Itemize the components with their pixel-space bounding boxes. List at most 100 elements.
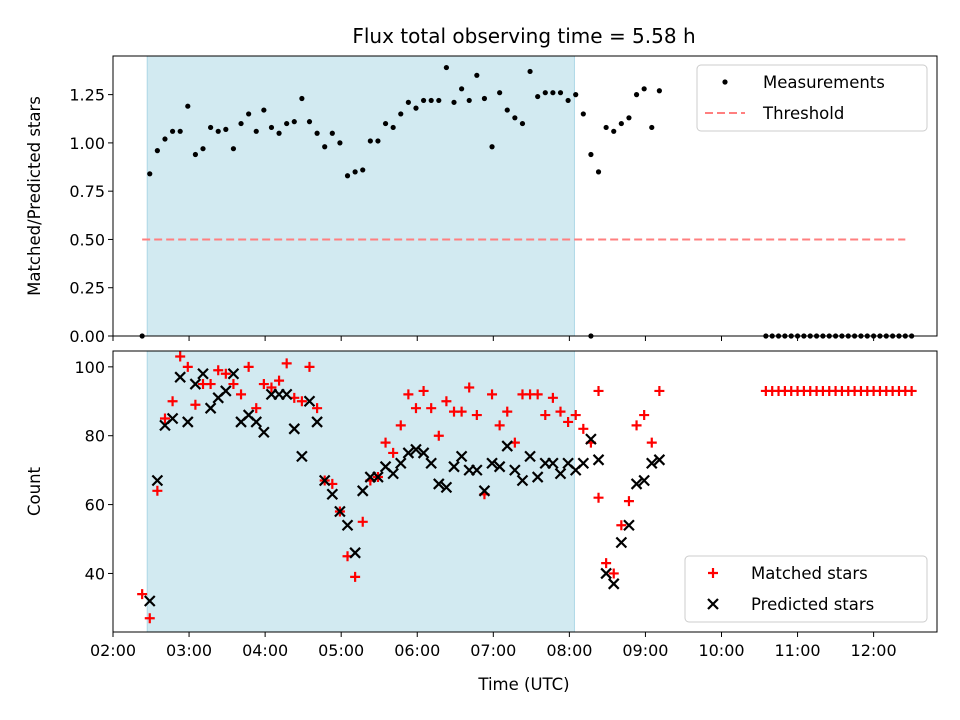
data-point <box>182 416 194 428</box>
data-point <box>509 464 521 476</box>
data-point <box>200 146 206 152</box>
data-point <box>280 388 293 401</box>
data-point <box>167 396 178 407</box>
data-point <box>494 420 505 431</box>
data-point <box>557 90 564 96</box>
chart-title: Flux total observing time = 5.58 h <box>352 24 695 48</box>
data-point <box>493 460 506 473</box>
data-point <box>563 416 574 427</box>
data-point <box>190 399 201 410</box>
data-point <box>410 403 421 414</box>
data-point <box>626 115 632 121</box>
legend-box <box>684 555 928 623</box>
y-tick-label: 0.00 <box>69 327 105 346</box>
data-point <box>169 128 176 134</box>
data-point <box>185 103 191 109</box>
data-point <box>159 413 170 424</box>
data-point <box>318 474 331 487</box>
y-tick-label: 0.50 <box>69 230 105 249</box>
data-point <box>314 130 320 136</box>
data-point <box>205 379 216 390</box>
data-point <box>474 72 480 78</box>
data-point <box>182 361 193 372</box>
data-point <box>228 379 239 390</box>
data-point <box>274 375 285 386</box>
data-point <box>448 460 460 473</box>
data-point <box>388 447 399 458</box>
data-point <box>238 120 244 127</box>
data-point <box>352 169 358 175</box>
data-point <box>654 385 665 396</box>
data-point <box>220 368 231 379</box>
x-tick-label: 09:00 <box>622 641 668 660</box>
data-point <box>311 416 323 428</box>
data-point <box>527 68 533 75</box>
data-point <box>246 111 252 117</box>
data-point <box>580 111 586 117</box>
data-point <box>573 92 579 98</box>
data-point <box>326 488 339 501</box>
legend: Matched stars Predicted stars <box>684 555 928 623</box>
y-tick-label: 100 <box>74 358 105 377</box>
legend-box <box>696 64 928 132</box>
data-point <box>433 478 445 490</box>
data-point <box>395 420 406 431</box>
data-point <box>487 389 498 400</box>
data-point <box>413 105 419 111</box>
data-point <box>299 95 305 102</box>
data-point <box>394 457 407 470</box>
x-tick-label: 07:00 <box>470 641 516 660</box>
observing-window-span <box>146 55 575 337</box>
data-point <box>497 90 503 96</box>
data-point <box>357 516 368 527</box>
y-tick-label: 60 <box>85 496 105 515</box>
data-point <box>478 485 491 497</box>
data-point <box>367 138 373 144</box>
data-point <box>137 589 148 600</box>
data-point <box>291 119 297 125</box>
data-point <box>471 410 482 421</box>
data-point <box>639 410 650 421</box>
data-point <box>555 406 566 417</box>
legend-label: Predicted stars <box>751 595 874 614</box>
data-point <box>451 99 457 105</box>
data-point <box>649 124 655 131</box>
data-point <box>402 447 415 459</box>
axes-frame <box>112 350 938 633</box>
data-point <box>204 402 217 414</box>
data-point <box>143 595 156 607</box>
data-point <box>550 90 556 96</box>
x-tick-label: 08:00 <box>546 641 592 660</box>
x-tick-label: 04:00 <box>242 641 288 660</box>
data-point <box>223 126 229 132</box>
data-point <box>296 450 308 463</box>
data-point <box>398 111 404 117</box>
data-point <box>236 389 247 400</box>
data-point <box>166 412 179 425</box>
data-point <box>618 120 624 127</box>
data-point <box>906 385 917 396</box>
data-point <box>227 367 240 380</box>
x-tick-label: 11:00 <box>774 641 820 660</box>
data-point <box>464 382 475 393</box>
data-point <box>593 492 604 503</box>
y-axis-label: Count <box>25 466 44 516</box>
data-point <box>266 382 277 393</box>
data-point <box>542 90 548 96</box>
data-point <box>578 423 589 434</box>
data-point <box>547 392 558 403</box>
data-point <box>215 128 221 134</box>
data-point <box>611 128 617 134</box>
data-point <box>284 120 290 127</box>
data-point <box>616 520 627 531</box>
data-point <box>253 128 259 134</box>
data-point <box>303 395 316 408</box>
data-point <box>197 367 209 380</box>
data-point <box>312 403 323 414</box>
data-point <box>418 385 429 396</box>
data-point <box>329 130 335 136</box>
data-point <box>230 146 237 152</box>
y-tick-label: 80 <box>85 427 105 446</box>
data-point <box>344 173 351 179</box>
